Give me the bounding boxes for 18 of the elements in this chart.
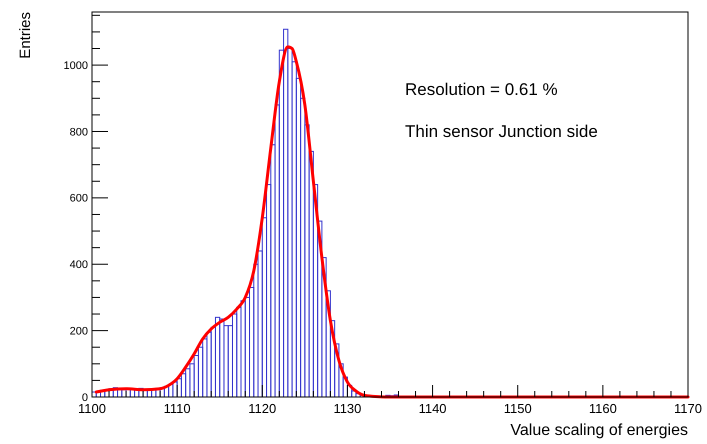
x-tick-label: 1170 [674, 401, 702, 416]
y-tick-label: 0 [82, 392, 88, 404]
annotation: Resolution = 0.61 % [405, 80, 558, 99]
x-tick-label: 1110 [164, 401, 191, 416]
x-tick-label: 1160 [588, 401, 617, 416]
x-tick-label: 1140 [418, 401, 447, 416]
x-tick-label: 1150 [504, 401, 532, 416]
x-tick-label: 1100 [78, 401, 106, 416]
x-tick-label: 1120 [248, 401, 276, 416]
y-tick-label: 800 [70, 126, 88, 138]
annotation: Thin sensor Junction side [405, 122, 598, 141]
x-tick-label: 1130 [333, 401, 362, 416]
y-tick-label: 1000 [64, 60, 88, 72]
y-tick-label: 200 [70, 325, 88, 338]
x-axis-title: Value scaling of energies [510, 422, 688, 439]
y-axis-title: Entries [17, 12, 34, 59]
y-tick-label: 600 [70, 192, 88, 205]
y-tick-label: 400 [70, 259, 88, 272]
